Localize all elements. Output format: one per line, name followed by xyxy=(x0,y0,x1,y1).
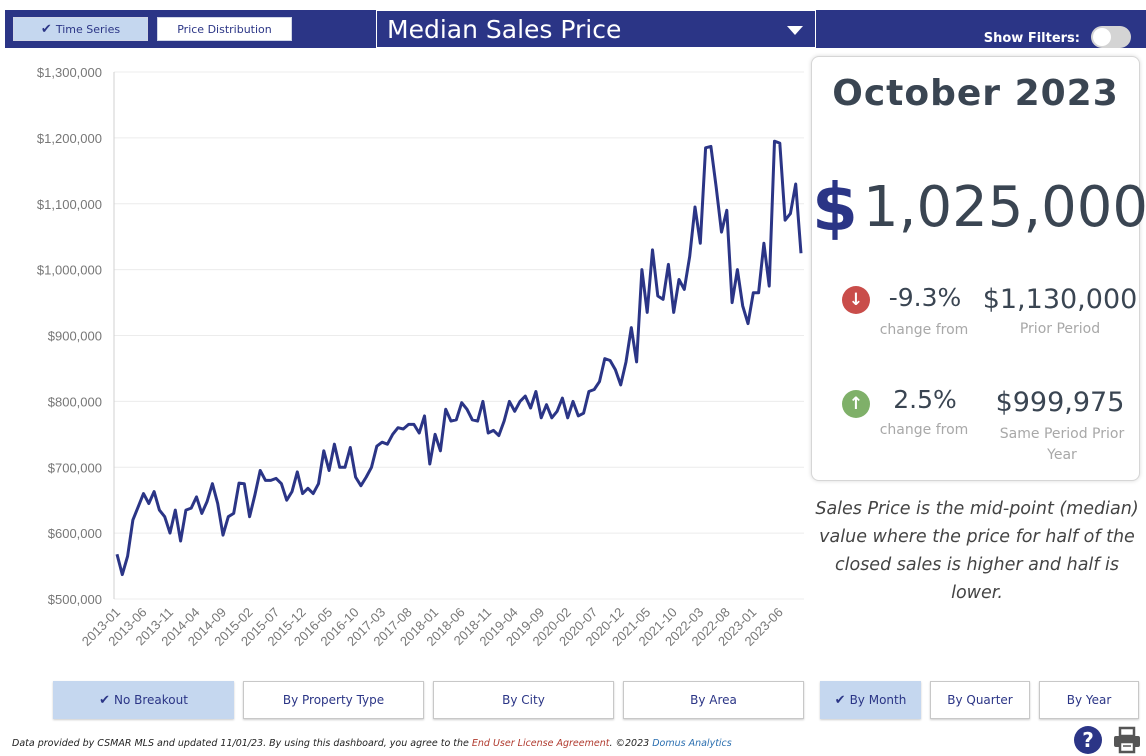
y-tick-label: $600,000 xyxy=(48,526,102,541)
by-quarter-label: By Quarter xyxy=(947,693,1013,707)
check-icon: ✔ xyxy=(834,692,846,708)
prior-period-value-label: Prior Period xyxy=(1019,321,1101,337)
prior-year-value: $999,975 xyxy=(995,387,1125,418)
by-quarter-button[interactable]: By Quarter xyxy=(930,681,1030,719)
eula-link[interactable]: End User License Agreement xyxy=(471,738,610,749)
time-series-label: Time Series xyxy=(55,22,121,36)
y-tick-label: $1,200,000 xyxy=(37,131,102,146)
chevron-down-icon xyxy=(787,26,803,35)
by-property-type-button[interactable]: By Property Type xyxy=(243,681,424,719)
by-year-label: By Year xyxy=(1066,693,1112,707)
no-breakout-label: No Breakout xyxy=(113,693,188,707)
price-distribution-button[interactable]: Price Distribution xyxy=(157,17,292,41)
measure-dropdown[interactable]: Median Sales Price xyxy=(376,10,816,48)
by-year-button[interactable]: By Year xyxy=(1039,681,1139,719)
by-city-button[interactable]: By City xyxy=(433,681,614,719)
toggle-knob xyxy=(1093,28,1111,46)
prior-year-value-label: Same Period Prior Year xyxy=(999,426,1125,463)
time-series-button[interactable]: ✔ Time Series xyxy=(13,17,148,41)
prior-period-pct-label: change from xyxy=(879,322,969,338)
time-series-chart: $500,000 $600,000 $700,000 $800,000 $900,000… xyxy=(0,52,808,672)
summary-card: October 2023 $ 1,025,000 ↓ -9.3% change … xyxy=(811,56,1146,481)
y-tick-label: $1,300,000 xyxy=(37,65,102,80)
currency-symbol: $ xyxy=(812,169,858,246)
show-filters-toggle[interactable] xyxy=(1091,26,1131,48)
price-distribution-label: Price Distribution xyxy=(177,22,272,36)
y-tick-label: $700,000 xyxy=(48,460,102,475)
prior-year-pct: 2.5% xyxy=(893,385,957,414)
y-tick-label: $800,000 xyxy=(48,394,102,409)
y-tick-label: $500,000 xyxy=(48,592,102,607)
by-month-label: By Month xyxy=(849,693,907,707)
chart-svg: $500,000 $600,000 $700,000 $800,000 $900,000… xyxy=(37,65,804,649)
prior-period-pct: -9.3% xyxy=(888,283,962,312)
footer-text-b: . ©2023 xyxy=(609,738,653,749)
by-city-label: By City xyxy=(502,693,545,707)
by-month-button[interactable]: ✔ By Month xyxy=(820,681,921,719)
no-breakout-button[interactable]: ✔ No Breakout xyxy=(53,681,234,719)
prior-period-value: $1,130,000 xyxy=(982,284,1138,315)
show-filters-label: Show Filters: xyxy=(983,31,1080,46)
check-icon: ✔ xyxy=(99,692,110,708)
measure-description: Sales Price is the mid-point (median) va… xyxy=(815,499,1139,603)
question-icon[interactable]: ? xyxy=(1074,726,1102,754)
by-area-button[interactable]: By Area xyxy=(623,681,804,719)
series-line xyxy=(115,139,803,577)
current-value: $ 1,025,000 xyxy=(812,169,1146,246)
prior-year-pct-label: change from xyxy=(879,422,969,438)
by-area-label: By Area xyxy=(690,693,737,707)
domus-analytics-link[interactable]: Domus Analytics xyxy=(652,738,732,749)
check-icon: ✔ xyxy=(40,21,52,37)
by-property-type-label: By Property Type xyxy=(282,693,385,707)
y-tick-label: $1,100,000 xyxy=(37,197,102,212)
y-tick-label: $1,000,000 xyxy=(37,263,102,278)
measure-dropdown-label: Median Sales Price xyxy=(387,14,622,44)
printer-icon[interactable] xyxy=(1112,726,1142,754)
footer-text: Data provided by CSMAR MLS and updated 1… xyxy=(12,738,732,749)
arrow-up-icon: ↑ xyxy=(842,390,870,418)
footer-text-a: Data provided by CSMAR MLS and updated 1… xyxy=(12,738,472,749)
arrow-down-icon: ↓ xyxy=(842,286,870,314)
y-tick-label: $900,000 xyxy=(48,329,102,344)
period-title: October 2023 xyxy=(832,73,1119,114)
current-value-amount: 1,025,000 xyxy=(863,175,1146,240)
